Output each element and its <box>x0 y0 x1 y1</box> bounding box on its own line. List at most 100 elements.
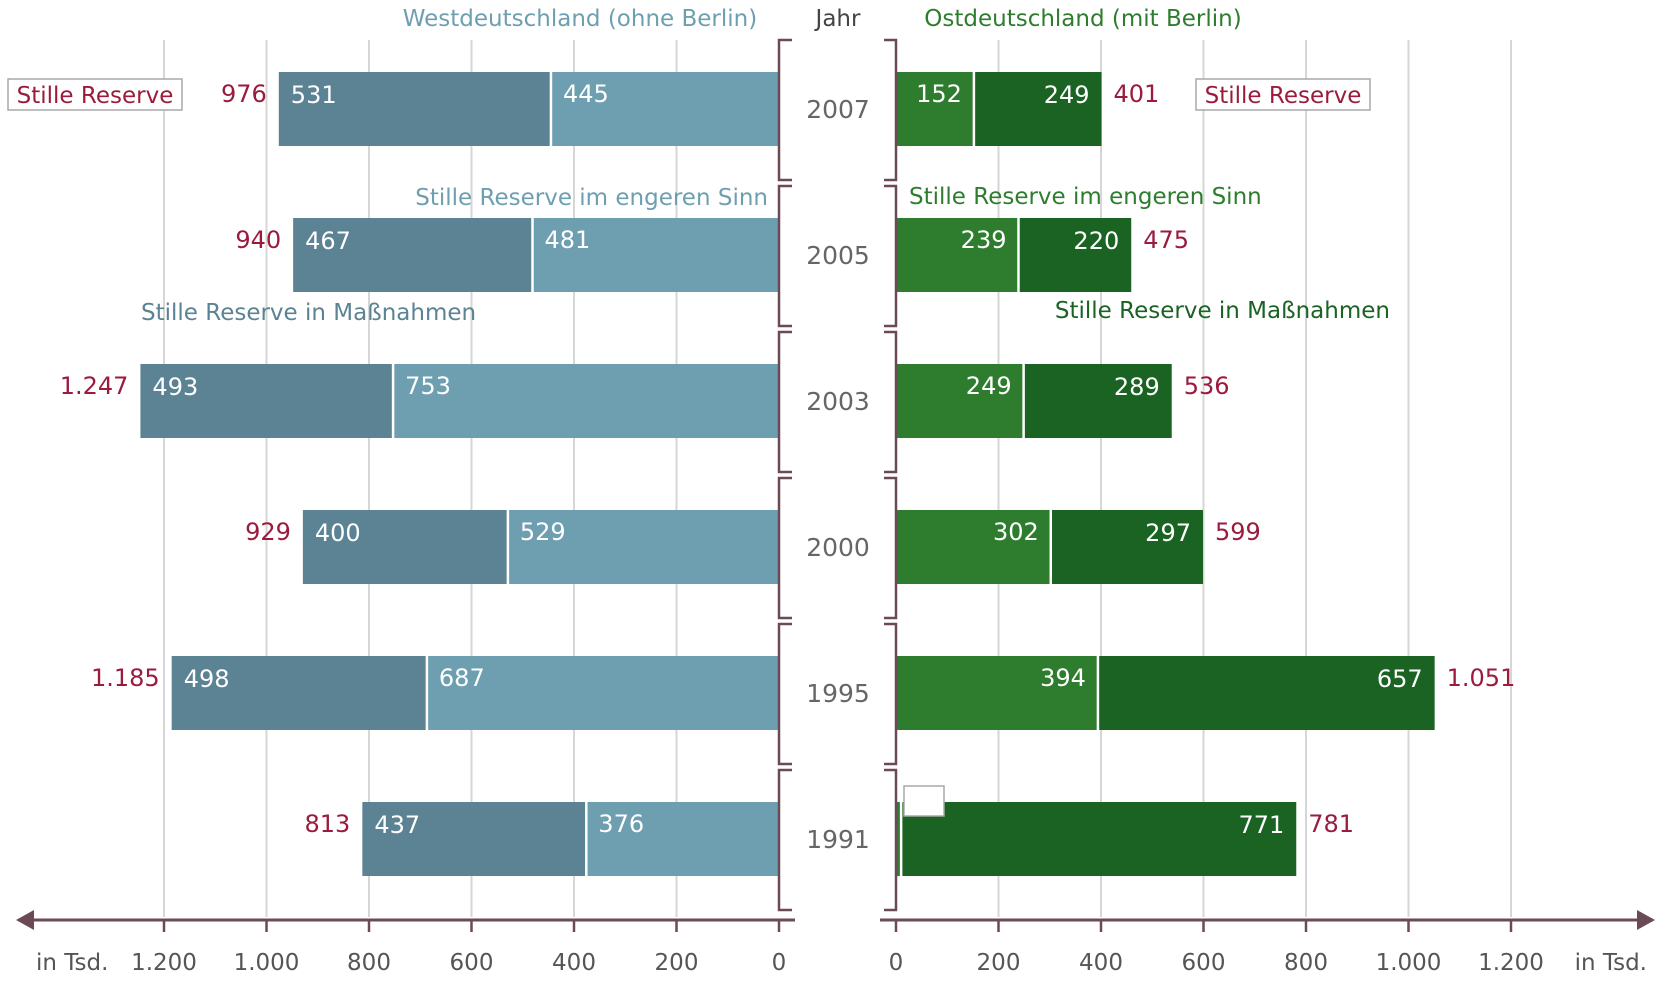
bar-west-engeren-sinn-2007 <box>550 72 779 146</box>
title-west: Westdeutschland (ohne Berlin) <box>403 6 757 32</box>
total-east-2005: 475 <box>1143 226 1189 254</box>
total-east-1995: 1.051 <box>1447 664 1516 692</box>
bar-west-engeren-sinn-1995 <box>426 656 779 730</box>
unit-label-right: in Tsd. <box>1575 950 1647 976</box>
tick-label-east-1000: 1.000 <box>1376 950 1442 976</box>
total-east-2000: 599 <box>1215 518 1261 546</box>
bar-east-engeren-sinn-2000 <box>896 510 1051 584</box>
label-east-massnahmen-2007: 249 <box>1044 81 1090 109</box>
unit-label-left: in Tsd. <box>36 950 108 976</box>
year-bracket-east-2007 <box>884 38 898 182</box>
callout-box-east-engeren-sinn-1991 <box>903 785 945 817</box>
tick-east-1000 <box>1407 918 1422 932</box>
year-bracket-east-2003 <box>884 330 898 474</box>
year-bracket-west-1995 <box>777 622 792 766</box>
bar-east-engeren-sinn-2003 <box>896 364 1024 438</box>
label-east-massnahmen-1995: 657 <box>1377 665 1423 693</box>
total-west-2005: 940 <box>235 226 281 254</box>
tick-west-400 <box>561 918 576 932</box>
label-east-massnahmen-2000: 297 <box>1145 519 1191 547</box>
tick-east-400 <box>1099 918 1114 932</box>
tick-west-1000 <box>253 918 268 932</box>
bar-east-massnahmen-1995 <box>1097 656 1435 730</box>
axes: 2007 2005 2003 2000 1995 1991 0 0 200 200 400 400 60… <box>16 38 1655 976</box>
year-label-1995: 1995 <box>806 679 870 708</box>
label-west-engeren-sinn-1995: 687 <box>439 664 485 692</box>
year-label-2000: 2000 <box>806 533 870 562</box>
year-bracket-west-2005 <box>777 184 792 328</box>
bar-west-massnahmen-2005 <box>293 218 533 292</box>
legend-massnahmen-west: Stille Reserve in Maßnahmen <box>141 300 476 326</box>
total-east-1991: 781 <box>1308 810 1354 838</box>
svg-text:Stille Reserve: Stille Reserve <box>17 83 174 109</box>
bar-west-massnahmen-2000 <box>302 510 508 584</box>
x-axis-west-arrow <box>16 910 34 930</box>
label-east-massnahmen-2003: 289 <box>1114 373 1160 401</box>
label-east-massnahmen-2005: 220 <box>1073 227 1119 255</box>
tick-west-200 <box>663 918 678 932</box>
legend-total-east: Stille Reserve <box>1195 78 1371 111</box>
bar-west-engeren-sinn-1991 <box>586 802 779 876</box>
tick-label-east-800: 800 <box>1284 950 1328 976</box>
tick-label-west-1000: 1.000 <box>234 950 300 976</box>
tick-label-west-1200: 1.200 <box>131 950 197 976</box>
tick-label-east-400: 400 <box>1079 950 1123 976</box>
year-bracket-east-2005 <box>884 184 898 328</box>
total-west-2007: 976 <box>221 80 267 108</box>
label-west-engeren-sinn-2007: 445 <box>563 80 609 108</box>
bar-east-massnahmen-2003 <box>1023 364 1172 438</box>
tick-label-west-600: 600 <box>450 950 494 976</box>
gridlines <box>163 40 1512 917</box>
year-label-2005: 2005 <box>806 241 870 270</box>
label-west-engeren-sinn-2005: 481 <box>544 226 590 254</box>
bar-east-engeren-sinn-2005 <box>896 218 1019 292</box>
year-label-2007: 2007 <box>806 95 870 124</box>
title-year: Jahr <box>814 6 861 32</box>
bar-west-engeren-sinn-2000 <box>507 510 779 584</box>
tick-west-800 <box>356 918 371 932</box>
legend-engeren-sinn-west: Stille Reserve im engeren Sinn <box>415 185 768 211</box>
label-east-engeren-sinn-1991: 10 <box>909 788 940 816</box>
tick-label-west-200: 200 <box>655 950 699 976</box>
svg-text:Stille Reserve: Stille Reserve <box>1205 83 1362 109</box>
total-east-2003: 536 <box>1184 372 1230 400</box>
label-east-engeren-sinn-2005: 239 <box>961 226 1007 254</box>
label-west-engeren-sinn-2003: 753 <box>405 372 451 400</box>
label-west-massnahmen-2005: 467 <box>305 227 351 255</box>
label-west-massnahmen-2000: 400 <box>315 519 361 547</box>
bar-east-engeren-sinn-1991 <box>896 802 902 876</box>
year-bracket-west-2000 <box>777 476 792 620</box>
bar-west-massnahmen-2007 <box>278 72 551 146</box>
tick-east-200 <box>997 918 1012 932</box>
bar-west-engeren-sinn-2003 <box>393 364 779 438</box>
title-east: Ostdeutschland (mit Berlin) <box>924 6 1241 32</box>
year-bracket-east-1991 <box>884 768 898 912</box>
bar-east-massnahmen-2007 <box>973 72 1102 146</box>
year-label-2003: 2003 <box>806 387 870 416</box>
tick-label-east-0: 0 <box>889 950 904 976</box>
label-east-massnahmen-1991: 771 <box>1238 811 1284 839</box>
label-west-massnahmen-1995: 498 <box>184 665 230 693</box>
bar-east-massnahmen-2005 <box>1018 218 1132 292</box>
legend-engeren-sinn-east: Stille Reserve im engeren Sinn <box>909 184 1262 210</box>
bar-west-massnahmen-2003 <box>140 364 394 438</box>
year-bracket-west-1991 <box>777 768 792 912</box>
tick-east-1200 <box>1509 918 1524 932</box>
bar-east-massnahmen-2000 <box>1050 510 1203 584</box>
bar-east-engeren-sinn-1995 <box>896 656 1098 730</box>
tick-west-1200 <box>151 918 166 932</box>
tick-east-800 <box>1304 918 1319 932</box>
year-bracket-east-2000 <box>884 476 898 620</box>
label-east-engeren-sinn-2000: 302 <box>993 518 1039 546</box>
tick-label-west-400: 400 <box>552 950 596 976</box>
year-bracket-west-2003 <box>777 330 792 474</box>
label-west-massnahmen-2003: 493 <box>152 373 198 401</box>
year-label-1991: 1991 <box>806 825 870 854</box>
bar-east-engeren-sinn-2007 <box>896 72 974 146</box>
tick-west-0 <box>766 918 781 932</box>
label-west-massnahmen-1991: 437 <box>374 811 420 839</box>
legend-massnahmen-east: Stille Reserve in Maßnahmen <box>1055 298 1390 324</box>
total-east-2007: 401 <box>1114 80 1160 108</box>
bars <box>140 72 1435 876</box>
